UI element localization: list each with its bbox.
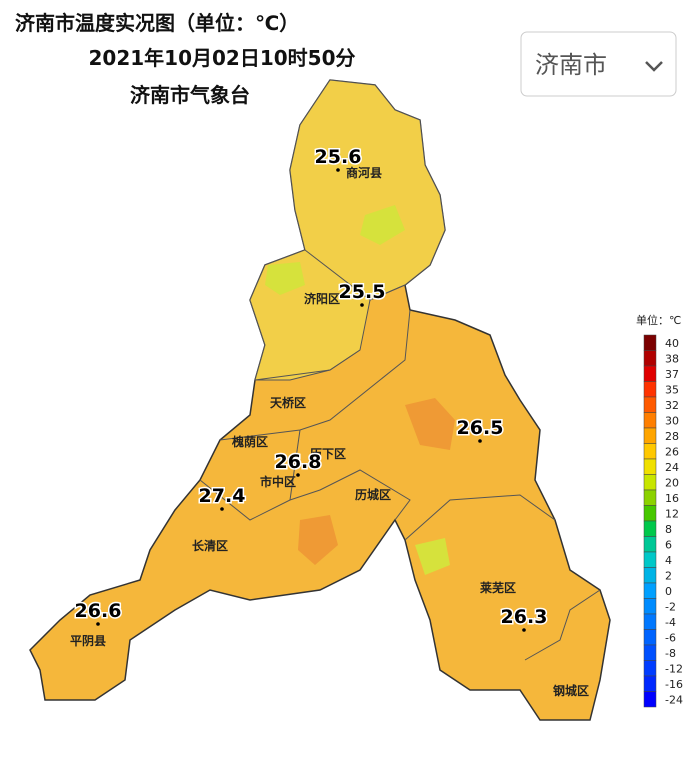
district-label: 平阴县	[70, 633, 106, 648]
district-label: 市中区	[260, 474, 296, 489]
legend-label: -6	[665, 631, 676, 644]
legend-label: 8	[665, 523, 672, 536]
source: 济南市气象台	[130, 83, 250, 107]
legend-swatch	[643, 567, 657, 584]
district-label: 莱芜区	[480, 580, 516, 595]
legend-swatch	[643, 365, 657, 382]
legend-swatch	[643, 520, 657, 537]
legend-label: 24	[665, 461, 679, 474]
legend-label: 6	[665, 538, 672, 551]
legend-swatch	[643, 396, 657, 413]
legend-label: 40	[665, 337, 679, 350]
legend-title: 单位：℃	[636, 313, 681, 327]
station-dot	[336, 168, 340, 172]
district-label: 历下区	[310, 447, 346, 461]
cool-patch	[415, 538, 450, 575]
legend-swatch	[643, 551, 657, 568]
legend-swatch	[643, 381, 657, 398]
station-temperature: 25.6	[315, 146, 362, 168]
legend-swatch	[643, 474, 657, 491]
district-labels: 商河县 济阳区 天桥区 槐荫区 历下区 市中区 历城区 长清区 平阴县 莱芜区 …	[70, 165, 589, 698]
legend-swatch	[643, 412, 657, 429]
legend-swatch	[643, 660, 657, 677]
legend-label: 12	[665, 507, 679, 520]
legend-label: 35	[665, 383, 679, 396]
legend-label: 37	[665, 368, 679, 381]
warm-patch	[405, 398, 455, 450]
station-temperature: 26.8	[275, 451, 322, 473]
district-label: 商河县	[346, 165, 382, 180]
district-borders	[199, 249, 601, 661]
legend-swatch	[643, 629, 657, 646]
legend-swatch	[643, 458, 657, 475]
legend-swatch	[643, 675, 657, 692]
station-dot	[296, 473, 300, 477]
station-dot	[522, 628, 526, 632]
legend-swatch	[643, 489, 657, 506]
legend-label: 26	[665, 445, 679, 458]
district-label: 历城区	[355, 487, 391, 502]
datetime: 2021年10月02日10时50分	[89, 46, 356, 70]
map	[29, 79, 611, 721]
city-outline	[29, 79, 611, 721]
legend-label: 4	[665, 554, 672, 567]
district-label: 槐荫区	[231, 434, 268, 449]
station-temperature: 27.4	[199, 485, 246, 507]
station-temperature: 26.5	[457, 417, 504, 439]
district-label: 钢城区	[553, 683, 589, 698]
dropdown-text[interactable]: 济南市	[535, 51, 607, 79]
legend-swatch	[643, 691, 657, 708]
dropdown[interactable]: 济南市	[520, 31, 677, 97]
legend-swatch	[643, 536, 657, 553]
legend-label: -8	[665, 647, 676, 660]
district-label: 长清区	[192, 538, 228, 553]
legend: 40383735323028262420161286420-2-4-6-8-12…	[643, 334, 683, 708]
title: 济南市温度实况图（单位：℃）	[15, 11, 299, 35]
legend-label: -4	[665, 616, 676, 629]
station-dot	[478, 439, 482, 443]
legend-label: 20	[665, 476, 679, 489]
cool-patch	[360, 205, 405, 245]
district-label: 济阳区	[304, 291, 340, 306]
stations: 25.6 25.5 26.5 26.8 27.4 26.6 26.3	[73, 145, 549, 632]
legend-swatch	[643, 582, 657, 599]
north-area	[249, 79, 446, 381]
legend-label: 38	[665, 352, 679, 365]
legend-label: 32	[665, 399, 679, 412]
station-dot	[96, 622, 100, 626]
legend-label: -16	[665, 678, 683, 691]
dropdown-chevron[interactable]	[645, 61, 663, 72]
legend-label: 28	[665, 430, 679, 443]
station-temperature: 26.3	[501, 606, 548, 628]
legend-label: -2	[665, 600, 676, 613]
legend-swatch	[643, 644, 657, 661]
legend-label: 2	[665, 569, 672, 582]
legend-swatch	[643, 334, 657, 351]
legend-swatch	[643, 505, 657, 522]
station-dot	[360, 303, 364, 307]
dropdown-box[interactable]	[520, 31, 677, 97]
legend-label: 0	[665, 585, 672, 598]
warm-patch	[298, 515, 338, 565]
legend-label: -24	[665, 693, 683, 706]
district-label: 天桥区	[270, 395, 306, 410]
legend-swatch	[643, 350, 657, 367]
legend-swatch	[643, 598, 657, 615]
cool-patch	[265, 262, 305, 295]
station-dot	[220, 507, 224, 511]
legend-swatch	[643, 443, 657, 460]
station-temperature: 25.5	[339, 281, 386, 303]
legend-swatch	[643, 613, 657, 630]
legend-label: 16	[665, 492, 679, 505]
legend-label: 30	[665, 414, 679, 427]
legend-label: -12	[665, 662, 683, 675]
station-temperature: 26.6	[75, 600, 122, 622]
legend-swatch	[643, 427, 657, 444]
